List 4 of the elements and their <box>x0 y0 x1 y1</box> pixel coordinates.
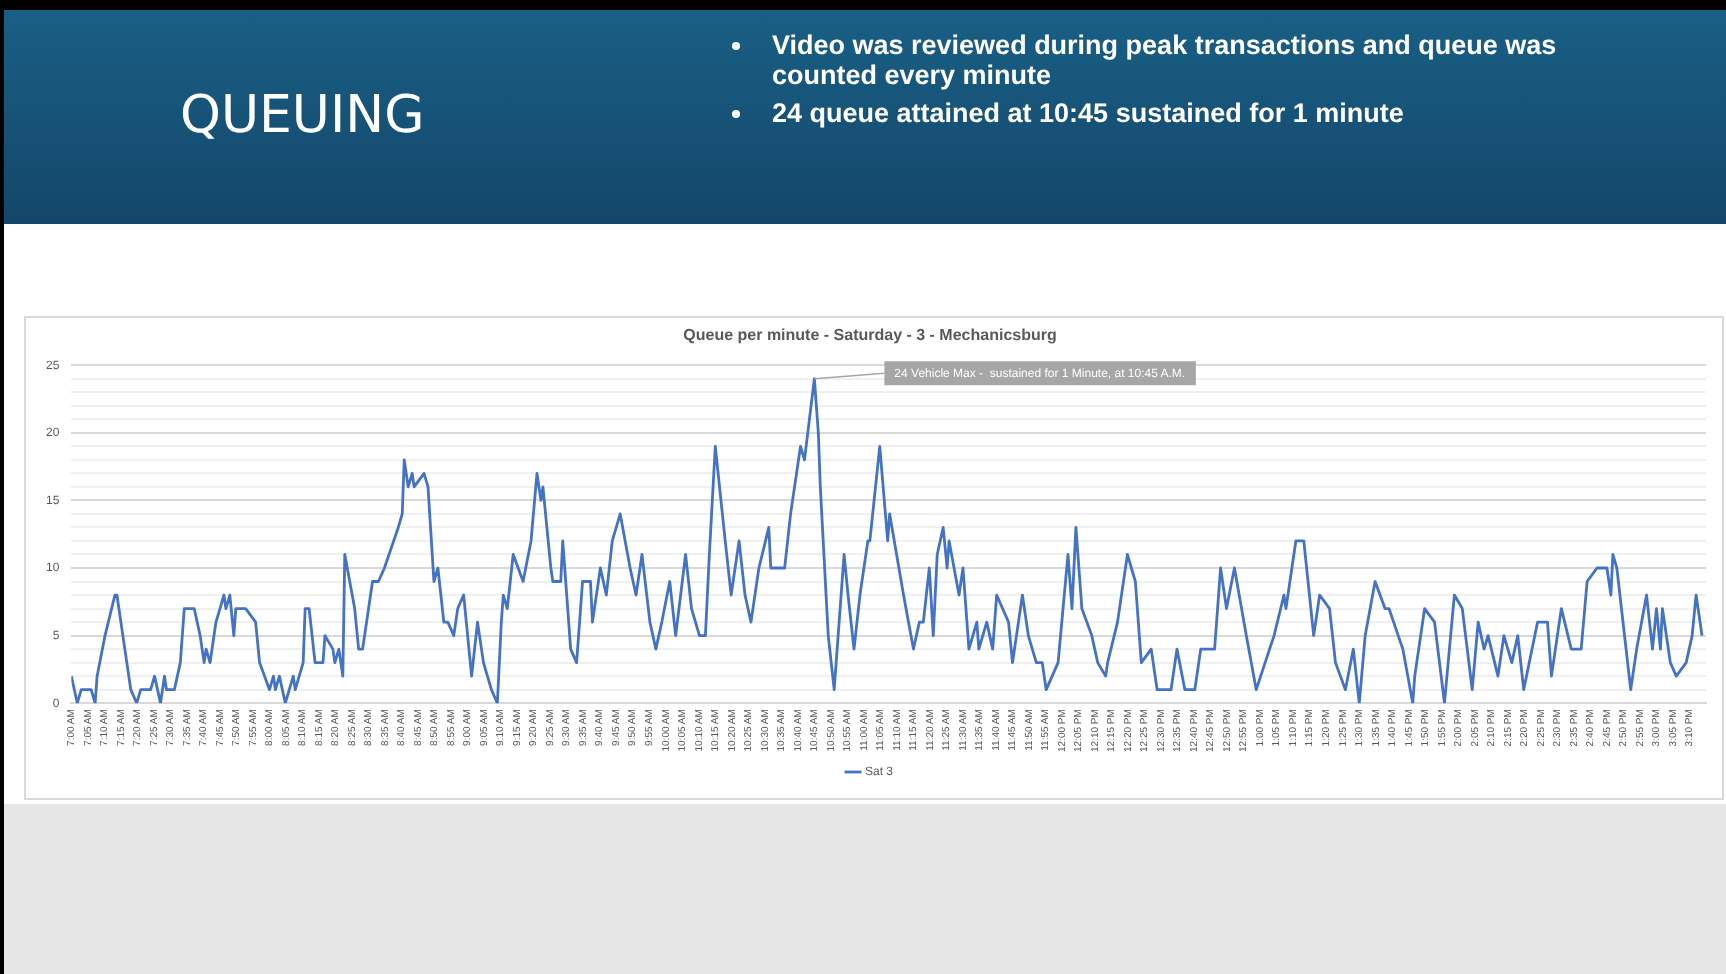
chart-title: QUEUING <box>180 86 425 146</box>
text: 24 queue attained at 10:45 sustained for 1 minute <box>772 98 1404 128</box>
text: Video was reviewed during peak transactions and queue was counted every minute <box>772 30 1559 90</box>
chart-subtitle: Queue per minute - Saturday - 3 - Mechanicsburg <box>683 326 1057 345</box>
